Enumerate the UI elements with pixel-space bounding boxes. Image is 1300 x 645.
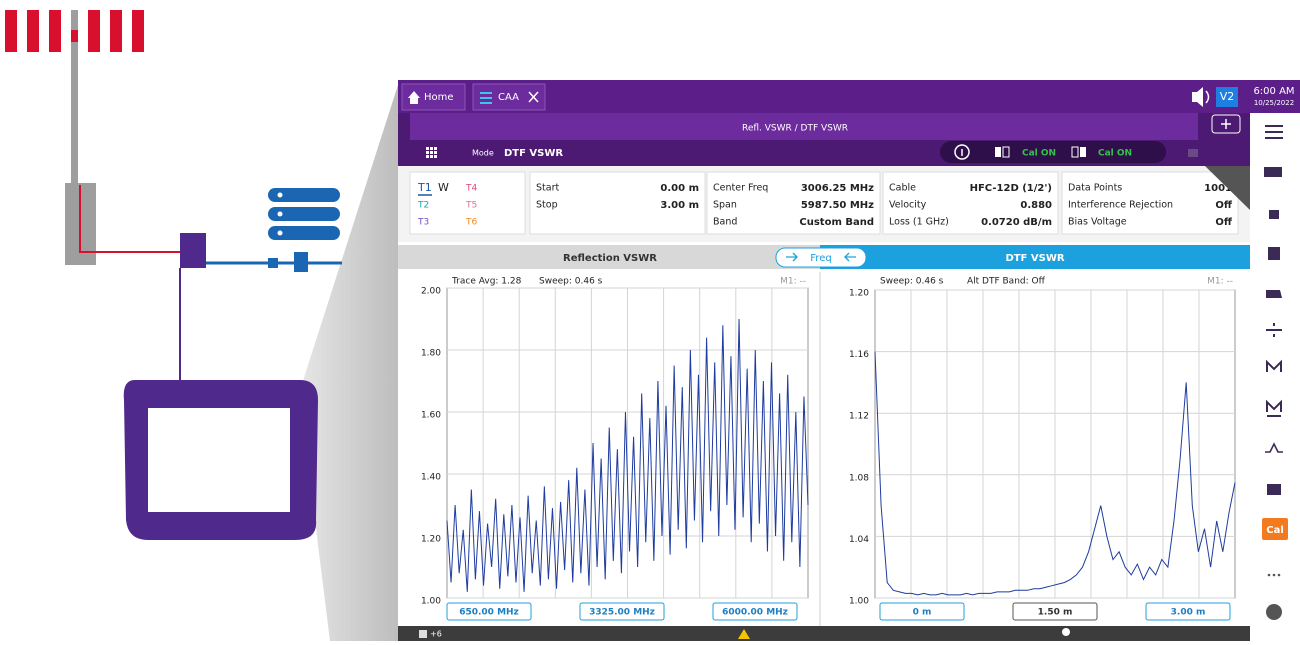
y-tick-label: 1.40 bbox=[421, 473, 441, 483]
help-icon[interactable] bbox=[1266, 604, 1282, 620]
trace-label[interactable]: T5 bbox=[465, 201, 477, 211]
trace-label[interactable]: T2 bbox=[417, 201, 429, 211]
trace-label[interactable]: T6 bbox=[465, 218, 477, 228]
x-label: 650.00 MHz bbox=[459, 608, 519, 618]
chart-info: Sweep: 0.46 s bbox=[539, 277, 603, 287]
chart-info: Trace Avg: 1.28 bbox=[451, 277, 522, 287]
x-label: 6000.00 MHz bbox=[722, 608, 788, 618]
y-tick-label: 1.16 bbox=[849, 350, 869, 360]
marker-readout: M1: -- bbox=[1207, 277, 1233, 287]
layout-icon[interactable] bbox=[1264, 167, 1282, 177]
y-tick-label: 2.00 bbox=[421, 287, 441, 297]
trace-label[interactable]: T3 bbox=[417, 218, 429, 228]
setting-label: Span bbox=[713, 200, 737, 211]
sidebar bbox=[1250, 113, 1300, 641]
y-tick-label: 1.12 bbox=[849, 412, 869, 422]
y-tick-label: 1.60 bbox=[421, 411, 441, 421]
chart-title: DTF VSWR bbox=[1005, 253, 1064, 264]
connector bbox=[268, 258, 278, 268]
y-tick-label: 1.00 bbox=[849, 597, 869, 607]
toggle-label: Freq bbox=[810, 253, 831, 264]
cal-status: Cal ON bbox=[1022, 149, 1056, 159]
date: 10/25/2022 bbox=[1254, 99, 1294, 107]
setting-value: 0.00 m bbox=[660, 183, 699, 194]
y-tick-label: 1.00 bbox=[421, 597, 441, 607]
chart-title: Reflection VSWR bbox=[563, 253, 657, 264]
chart-info: Sweep: 0.46 s bbox=[880, 277, 944, 287]
setting-value: 0.0720 dB/m bbox=[981, 217, 1052, 228]
setting-value: 3.00 m bbox=[660, 200, 699, 211]
trace-label[interactable]: T4 bbox=[465, 184, 477, 194]
page: {"tabs": {"home": "Home", "caa": "CAA"},… bbox=[0, 0, 1300, 641]
y-tick-label: 1.04 bbox=[849, 535, 869, 545]
mode-label: Mode bbox=[472, 149, 494, 158]
y-tick-label: 1.08 bbox=[849, 473, 869, 483]
x-label: 3325.00 MHz bbox=[589, 608, 655, 618]
connector bbox=[294, 252, 308, 272]
charts: Reflection VSWR 1.00 1.20 1.40 1.60 1.80 2.00 T… bbox=[421, 253, 1235, 620]
antenna-tip bbox=[71, 30, 78, 42]
y-tick-label: 1.20 bbox=[849, 289, 869, 299]
settings: T1 W T4 T2 T5 T3 T6 Start 0.00 m Stop 3.00 m Center… bbox=[410, 172, 1238, 234]
setting-value: 0.880 bbox=[1020, 200, 1052, 211]
setting-label: Cable bbox=[889, 183, 916, 194]
screen: Home CAA V2 6:00 AM 10/25/2022 Refl. VSW… bbox=[0, 0, 1300, 641]
x-label: 0 m bbox=[913, 608, 932, 618]
save-icon[interactable] bbox=[1268, 247, 1280, 260]
capture-icon[interactable] bbox=[1267, 484, 1281, 495]
tab-label: Home bbox=[424, 92, 454, 103]
trace-label[interactable]: W bbox=[438, 181, 449, 194]
y-tick-label: 1.20 bbox=[421, 535, 441, 545]
setting-value: Custom Band bbox=[799, 217, 874, 228]
y-tick-label: 1.80 bbox=[421, 349, 441, 359]
setting-value: Off bbox=[1215, 200, 1233, 211]
home-tab[interactable]: Home bbox=[402, 84, 465, 110]
location-icon[interactable] bbox=[1062, 628, 1070, 636]
badge: V2 bbox=[1220, 90, 1235, 103]
x-label: 1.50 m bbox=[1038, 608, 1073, 618]
setting-label: Bias Voltage bbox=[1068, 217, 1127, 228]
mode-value[interactable]: DTF VSWR bbox=[504, 148, 563, 159]
marker-readout: M1: -- bbox=[780, 277, 806, 287]
tab-label: CAA bbox=[498, 92, 519, 103]
setting-label: Stop bbox=[536, 200, 558, 211]
notification-count: +6 bbox=[430, 630, 442, 639]
setting-value: Off bbox=[1215, 217, 1233, 228]
chart-info: Alt DTF Band: Off bbox=[967, 277, 1046, 287]
time: 6:00 AM bbox=[1253, 86, 1294, 97]
setting-label: Data Points bbox=[1068, 183, 1122, 194]
apps-icon[interactable] bbox=[426, 147, 437, 158]
setting-label: Center Freq bbox=[713, 183, 768, 194]
setting-value: 5987.50 MHz bbox=[801, 200, 874, 211]
server-icon bbox=[268, 188, 340, 240]
x-label: 3.00 m bbox=[1171, 608, 1206, 618]
setting-label: Loss (1 GHz) bbox=[889, 217, 949, 228]
coupler bbox=[180, 233, 206, 268]
setting-value: HFC-12D (1/2') bbox=[970, 183, 1052, 194]
device-screen bbox=[148, 408, 290, 512]
port-icon bbox=[1080, 147, 1086, 157]
setting-label: Band bbox=[713, 217, 737, 228]
cal-label: Cal bbox=[1266, 525, 1284, 536]
list-icon[interactable] bbox=[419, 630, 427, 638]
trace-label[interactable]: T1 bbox=[417, 181, 432, 194]
lock-icon bbox=[1188, 149, 1198, 157]
setting-label: Interference Rejection bbox=[1068, 200, 1173, 211]
projection-wedge bbox=[300, 85, 398, 641]
screen-title: Refl. VSWR / DTF VSWR bbox=[742, 124, 848, 134]
illustration bbox=[5, 10, 398, 641]
open-icon[interactable] bbox=[1266, 290, 1282, 298]
caa-tab[interactable]: CAA bbox=[473, 84, 545, 110]
setting-label: Start bbox=[536, 183, 559, 194]
port-icon bbox=[995, 147, 1001, 157]
lock-icon[interactable] bbox=[1269, 210, 1279, 219]
more-icon[interactable] bbox=[1268, 574, 1281, 577]
cal-status: Cal ON bbox=[1098, 149, 1132, 159]
setting-label: Velocity bbox=[889, 200, 927, 211]
status-bar bbox=[398, 626, 1250, 641]
setting-value: 3006.25 MHz bbox=[801, 183, 874, 194]
